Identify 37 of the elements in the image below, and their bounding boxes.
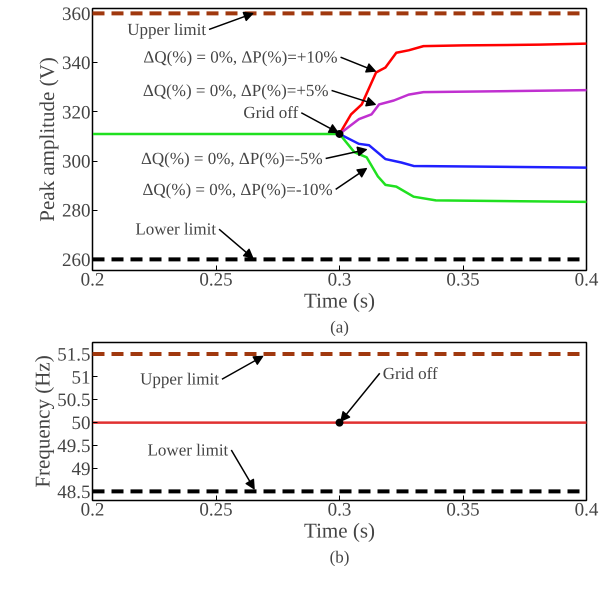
x-tick-label: 0.2 xyxy=(80,270,104,290)
annotation: Upper limit xyxy=(140,370,220,389)
y-axis-title: Peak amplitude (V) xyxy=(35,57,59,222)
x-tick-label: 0.4 xyxy=(574,270,599,290)
y-tick-label: 280 xyxy=(62,200,90,222)
text: (b) xyxy=(330,548,350,566)
annotation: ΔQ(%) = 0%, ΔP(%)=+10% xyxy=(143,48,338,67)
text: (a) xyxy=(330,318,349,336)
x-tick-label: 0.35 xyxy=(446,500,480,520)
x-axis-title: Time (s) xyxy=(304,288,376,312)
annotation: Upper limit xyxy=(127,20,206,39)
x-tick-label: 0.25 xyxy=(199,500,233,520)
x-tick-label: 0.35 xyxy=(446,270,480,290)
y-tick-label: 50.5 xyxy=(57,390,90,412)
y-tick-label: 49.5 xyxy=(57,436,90,458)
annotation: ΔQ(%) = 0%, ΔP(%)=+5% xyxy=(142,80,329,100)
annotation: Lower limit xyxy=(148,440,229,460)
annotation: ΔQ(%) = 0%, ΔP(%)=-5% xyxy=(140,148,323,168)
x-tick-label: 0.3 xyxy=(328,500,352,520)
annotation: ΔQ(%) = 0%, ΔP(%)=-10% xyxy=(142,180,333,199)
annotation: Lower limit xyxy=(135,220,216,239)
y-tick-label: 300 xyxy=(62,152,90,173)
annotation: Grid off xyxy=(243,103,299,122)
y-tick-label: 360 xyxy=(62,4,90,25)
annotation: Grid off xyxy=(382,364,438,383)
x-tick-label: 0.4 xyxy=(574,500,599,520)
y-tick-label: 50 xyxy=(72,413,90,434)
x-tick-label: 0.3 xyxy=(328,270,352,290)
y-tick-label: 51.5 xyxy=(57,344,90,366)
y-axis-title: Frequency (Hz) xyxy=(30,355,54,488)
y-tick-label: 49 xyxy=(72,458,90,480)
y-tick-label: 260 xyxy=(62,250,90,271)
x-axis-title: Time (s) xyxy=(304,518,376,542)
x-tick-label: 0.25 xyxy=(199,270,233,290)
y-tick-label: 320 xyxy=(62,102,90,124)
y-tick-label: 51 xyxy=(72,367,90,388)
y-tick-label: 340 xyxy=(62,53,90,74)
